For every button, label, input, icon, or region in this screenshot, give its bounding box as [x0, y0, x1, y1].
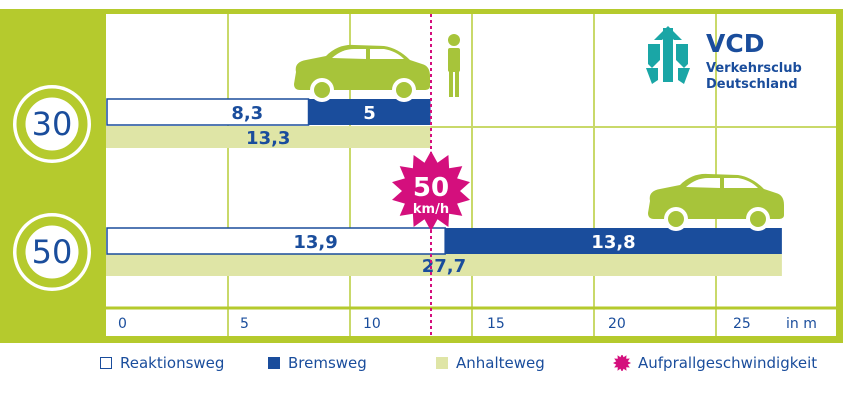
legend-label-reaktionsweg: Reaktionsweg [120, 354, 225, 372]
car-icon [648, 173, 784, 231]
x-axis-unit: in m [786, 316, 817, 332]
legend-item-anhalteweg: Anhalteweg [436, 350, 545, 376]
impact-badge-unit: km/h [413, 202, 449, 217]
bar-label-reaktionsweg: 8,3 [231, 103, 263, 124]
bar-label-bremsweg: 13,8 [591, 232, 635, 253]
legend-swatch-bremsweg [268, 357, 280, 369]
legend-swatch-anhalteweg [436, 357, 448, 369]
bar-label-reaktionsweg: 13,9 [293, 232, 337, 253]
legend: Reaktionsweg Bremsweg Anhalteweg Aufpral… [100, 350, 840, 376]
bar-anhalteweg [106, 126, 431, 148]
legend-item-bremsweg: Bremsweg [268, 350, 367, 376]
speed-sign-label: 30 [32, 105, 73, 143]
bar-reaktionsweg [106, 98, 310, 126]
bar-anhalteweg [106, 254, 782, 276]
logo-emblem-stem [663, 28, 673, 82]
logo-emblem-right [676, 44, 688, 68]
impact-badge-speed: 50 [413, 173, 449, 203]
logo-emblem-top [654, 26, 682, 40]
car-icon [294, 44, 430, 102]
legend-label-bremsweg: Bremsweg [288, 354, 367, 372]
x-tick-label: 15 [487, 316, 505, 332]
bar-bremsweg [308, 99, 431, 125]
x-tick-label: 0 [118, 316, 127, 332]
bar-label-anhalteweg: 13,3 [246, 128, 290, 149]
logo-emblem-left-low [646, 68, 658, 84]
x-tick-label: 25 [733, 316, 751, 332]
x-tick-label: 10 [363, 316, 381, 332]
logo-line2: Deutschland [706, 77, 798, 92]
impact-star-icon [613, 355, 631, 371]
logo-emblem-left [648, 44, 660, 68]
x-tick-label: 20 [608, 316, 626, 332]
bar-label-bremsweg: 5 [363, 103, 376, 124]
legend-label-anhalteweg: Anhalteweg [456, 354, 545, 372]
bar-label-anhalteweg: 27,7 [422, 256, 466, 277]
logo-line1: Verkehrsclub [706, 61, 802, 76]
logo-abbr: VCD [706, 29, 764, 58]
speed-sign-ring [16, 216, 88, 288]
bar-reaktionsweg [106, 227, 446, 255]
speed-sign-label: 50 [32, 233, 73, 271]
legend-item-aufprallgeschwindigkeit: Aufprallgeschwindigkeit [612, 350, 817, 376]
impact-badge [392, 151, 470, 231]
logo-emblem-right-low [678, 68, 690, 84]
bar-bremsweg [445, 228, 782, 254]
legend-item-reaktionsweg: Reaktionsweg [100, 350, 224, 376]
legend-swatch-reaktionsweg [100, 357, 112, 369]
legend-label-aufprallgeschwindigkeit: Aufprallgeschwindigkeit [638, 354, 818, 372]
x-tick-label: 5 [240, 316, 249, 332]
speed-sign-ring [16, 88, 88, 160]
pedestrian-icon [448, 34, 460, 97]
